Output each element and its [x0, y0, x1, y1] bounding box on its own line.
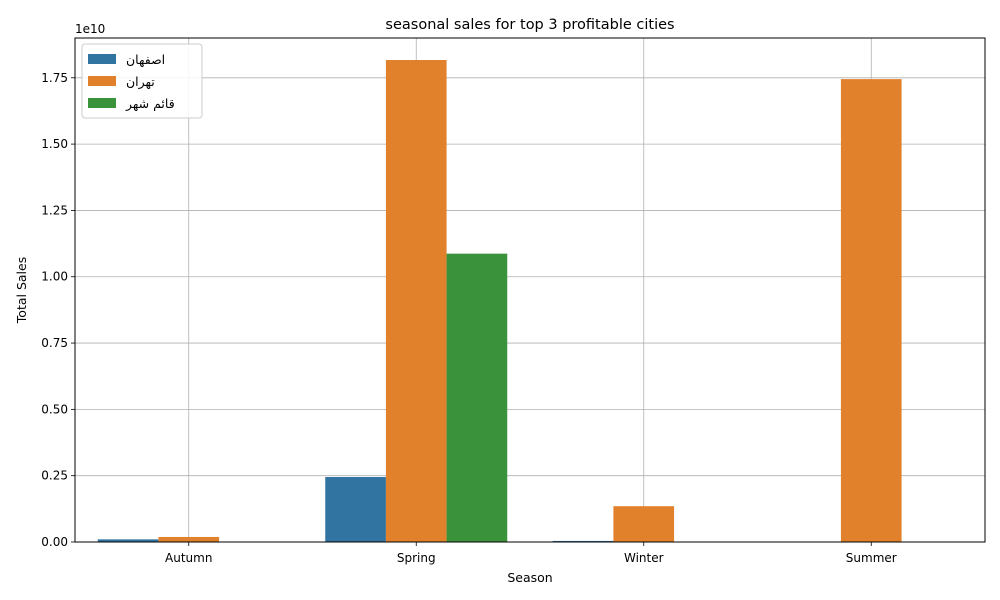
y-tick-label: 0.50 — [41, 402, 68, 416]
y-tick-label: 1.50 — [41, 137, 68, 151]
bar — [325, 477, 386, 542]
y-tick-label: 0.75 — [41, 336, 68, 350]
legend-label: قائم شهر — [125, 96, 175, 112]
y-tick-label: 1.00 — [41, 270, 68, 284]
legend-swatch — [88, 76, 116, 86]
y-tick-label: 0.25 — [41, 469, 68, 483]
y-tick-label: 0.00 — [41, 535, 68, 549]
y-tick-label: 1.25 — [41, 203, 68, 217]
bar — [840, 79, 902, 543]
bar — [552, 540, 614, 542]
chart-title: seasonal sales for top 3 profitable citi… — [385, 17, 674, 33]
legend: اصفهان تهران قائم شهر — [81, 43, 203, 119]
bar — [158, 536, 220, 542]
x-tick-label: Winter — [624, 551, 664, 565]
x-tick-label: Spring — [397, 551, 436, 565]
plot-frame — [74, 37, 986, 543]
legend-label: تهران — [126, 74, 155, 90]
bar — [446, 253, 508, 543]
x-tick-label: Summer — [846, 551, 897, 565]
bars — [97, 60, 902, 543]
x-tick-label: Autumn — [165, 551, 212, 565]
bar — [97, 539, 159, 542]
legend-swatch — [88, 54, 116, 64]
legend-swatch — [88, 98, 116, 108]
legend-label: اصفهان — [126, 52, 165, 68]
y-offset-label: 1e10 — [75, 22, 105, 36]
y-axis-label: Total Sales — [14, 257, 29, 324]
y-tick-label: 1.75 — [41, 71, 68, 85]
bar — [613, 506, 675, 542]
bar — [385, 60, 447, 542]
ticks: 0.00 0.25 0.50 0.75 1.00 1.25 1.50 1.75 Autumn Sp… — [41, 71, 896, 565]
x-axis-label: Season — [507, 570, 552, 585]
